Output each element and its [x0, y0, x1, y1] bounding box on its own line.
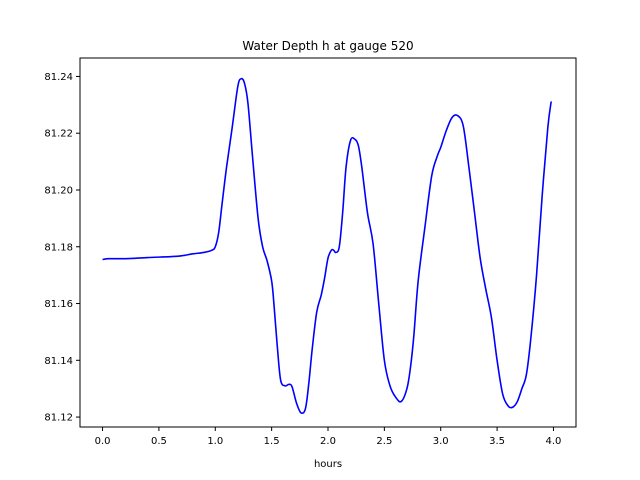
- y-tick-label: 81.22: [44, 129, 73, 140]
- x-tick-label: 4.0: [546, 436, 562, 447]
- y-tick-label: 81.20: [44, 185, 73, 196]
- y-tick-label: 81.12: [44, 413, 73, 424]
- y-tick-label: 81.16: [44, 299, 73, 310]
- series-line: [102, 77, 552, 415]
- y-tick-label: 81.24: [44, 72, 73, 83]
- x-tick-label: 2.5: [376, 436, 392, 447]
- y-axis: 81.12 81.14 81.16 81.18 81.20 81.22 81.24: [44, 72, 80, 424]
- chart-title: Water Depth h at gauge 520: [242, 39, 413, 53]
- x-tick-label: 0.5: [151, 436, 167, 447]
- x-tick-label: 3.0: [433, 436, 449, 447]
- plot-frame: [79, 57, 577, 428]
- x-axis-label: hours: [314, 459, 342, 470]
- y-tick-label: 81.14: [44, 356, 73, 367]
- x-tick-label: 0.0: [95, 436, 111, 447]
- x-tick-label: 3.5: [489, 436, 505, 447]
- plot-area: [102, 77, 552, 415]
- x-tick-label: 1.0: [207, 436, 223, 447]
- x-tick-label: 2.0: [320, 436, 336, 447]
- y-tick-label: 81.18: [44, 242, 73, 253]
- x-axis: 0.0 0.5 1.0 1.5 2.0 2.5 3.0 3.5 4.0: [95, 427, 562, 447]
- x-tick-label: 1.5: [264, 436, 280, 447]
